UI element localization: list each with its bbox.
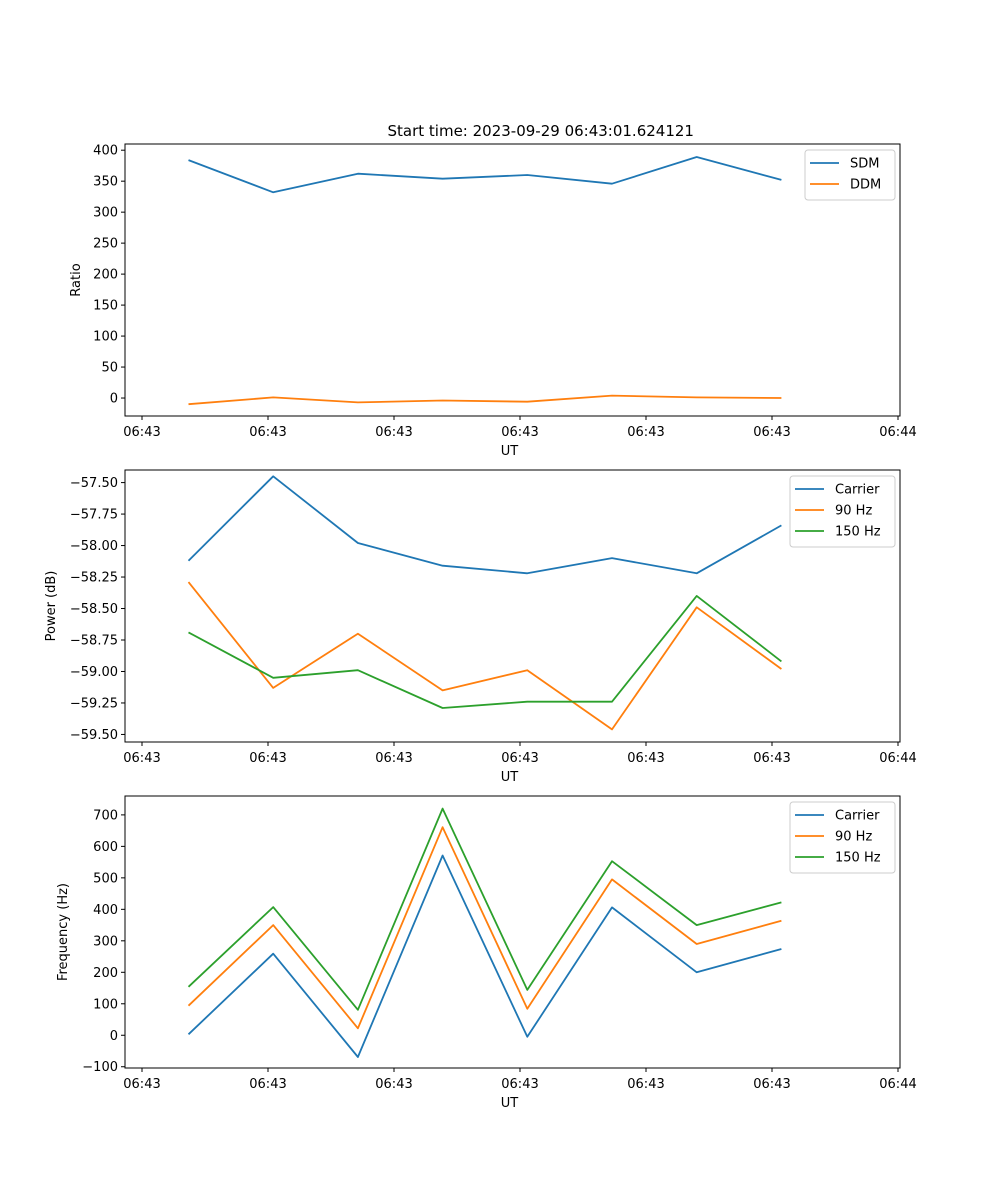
chart-panel: 0 50 100 150 200 250 300 350 400 06:43 06:43 06:43 0… — [69, 122, 917, 459]
series-line — [188, 156, 782, 194]
series-line — [187, 581, 782, 731]
x-tick-label: 06:43 — [501, 751, 538, 766]
y-tick-label: 200 — [93, 966, 118, 981]
y-tick-label: −58.75 — [70, 634, 118, 649]
x-tick-label: 06:43 — [627, 1077, 664, 1092]
x-tick-label: 06:44 — [879, 425, 916, 440]
legend: Carrier 90 Hz 150 Hz — [789, 801, 896, 874]
y-tick-label: −100 — [82, 1060, 118, 1075]
x-tick-label: 06:43 — [501, 1077, 538, 1092]
x-tick-label: 06:43 — [753, 751, 790, 766]
legend: Carrier 90 Hz 150 Hz — [789, 475, 896, 548]
x-tick-label: 06:43 — [501, 425, 538, 440]
chart-title: Start time: 2023-09-29 06:43:01.624121 — [388, 122, 694, 140]
x-tick-label: 06:43 — [753, 1077, 790, 1092]
panels: 0 50 100 150 200 250 300 350 400 06:43 06:43 06:43 0… — [44, 122, 917, 1111]
y-tick-label: −58.25 — [70, 571, 118, 586]
x-axis-label: UT — [501, 1096, 519, 1111]
legend-box — [789, 801, 896, 874]
chart-panel: −100 0 100 200 300 400 500 600 700 06:43 06:43 06:4… — [56, 795, 917, 1111]
y-tick-label: −57.50 — [70, 476, 118, 491]
y-tick-label: 100 — [93, 997, 118, 1012]
x-tick-label: 06:43 — [753, 425, 790, 440]
series-line — [187, 475, 782, 575]
x-tick-label: 06:43 — [123, 425, 160, 440]
x-tick-label: 06:43 — [375, 1077, 412, 1092]
y-axis-label: Frequency (Hz) — [56, 883, 71, 981]
series-line — [187, 854, 782, 1058]
y-tick-label: 300 — [93, 934, 118, 949]
y-tick-label: 200 — [93, 268, 118, 283]
y-tick-label: 400 — [93, 144, 118, 159]
y-tick-label: −57.75 — [70, 508, 118, 523]
y-tick-label: 250 — [93, 237, 118, 252]
x-tick-label: 06:43 — [375, 751, 412, 766]
y-tick-label: 500 — [93, 871, 118, 886]
legend-label: Carrier — [835, 809, 880, 824]
series-line — [187, 807, 782, 1011]
y-axis-label: Power (dB) — [44, 571, 59, 642]
legend-label: Carrier — [835, 483, 880, 498]
axes-frame — [124, 795, 901, 1069]
series-line — [187, 826, 782, 1030]
legend-label: 90 Hz — [835, 830, 872, 845]
chart-panel: −57.50 −57.75 −58.00 −58.25 −58.50 −58.75 −59.… — [44, 469, 917, 785]
x-tick-label: 06:43 — [123, 1077, 160, 1092]
legend-box — [789, 475, 896, 548]
x-tick-label: 06:43 — [123, 751, 160, 766]
x-tick-label: 06:43 — [627, 751, 664, 766]
y-axis-label: Ratio — [69, 263, 84, 296]
legend-label: 90 Hz — [835, 504, 872, 519]
legend-label: DDM — [850, 178, 881, 193]
x-tick-label: 06:43 — [375, 425, 412, 440]
y-tick-label: 600 — [93, 840, 118, 855]
y-tick-label: 0 — [110, 392, 118, 407]
x-axis-label: UT — [501, 770, 519, 785]
x-tick-label: 06:43 — [249, 425, 286, 440]
y-tick-label: −59.50 — [70, 728, 118, 743]
y-tick-label: 350 — [93, 175, 118, 190]
y-tick-label: 100 — [93, 330, 118, 345]
legend: SDM DDM — [804, 149, 896, 201]
axes-frame — [124, 469, 901, 743]
y-tick-label: −58.50 — [70, 602, 118, 617]
x-tick-label: 06:43 — [249, 751, 286, 766]
legend-label: 150 Hz — [835, 851, 881, 866]
x-tick-label: 06:43 — [627, 425, 664, 440]
y-tick-label: 0 — [110, 1029, 118, 1044]
x-tick-label: 06:44 — [879, 751, 916, 766]
series-line — [188, 595, 782, 709]
legend-label: 150 Hz — [835, 525, 881, 540]
y-tick-label: 700 — [93, 808, 118, 823]
y-tick-label: −59.00 — [70, 665, 118, 680]
x-tick-label: 06:43 — [249, 1077, 286, 1092]
axes-frame — [124, 143, 901, 417]
y-tick-label: 50 — [101, 361, 118, 376]
y-tick-label: −58.00 — [70, 539, 118, 554]
y-tick-label: 300 — [93, 206, 118, 221]
y-tick-label: 150 — [93, 299, 118, 314]
legend-label: SDM — [850, 157, 879, 172]
series-line — [188, 394, 782, 406]
x-tick-label: 06:44 — [879, 1077, 916, 1092]
y-tick-label: 400 — [93, 903, 118, 918]
y-tick-label: −59.25 — [70, 696, 118, 711]
x-axis-label: UT — [501, 444, 519, 459]
